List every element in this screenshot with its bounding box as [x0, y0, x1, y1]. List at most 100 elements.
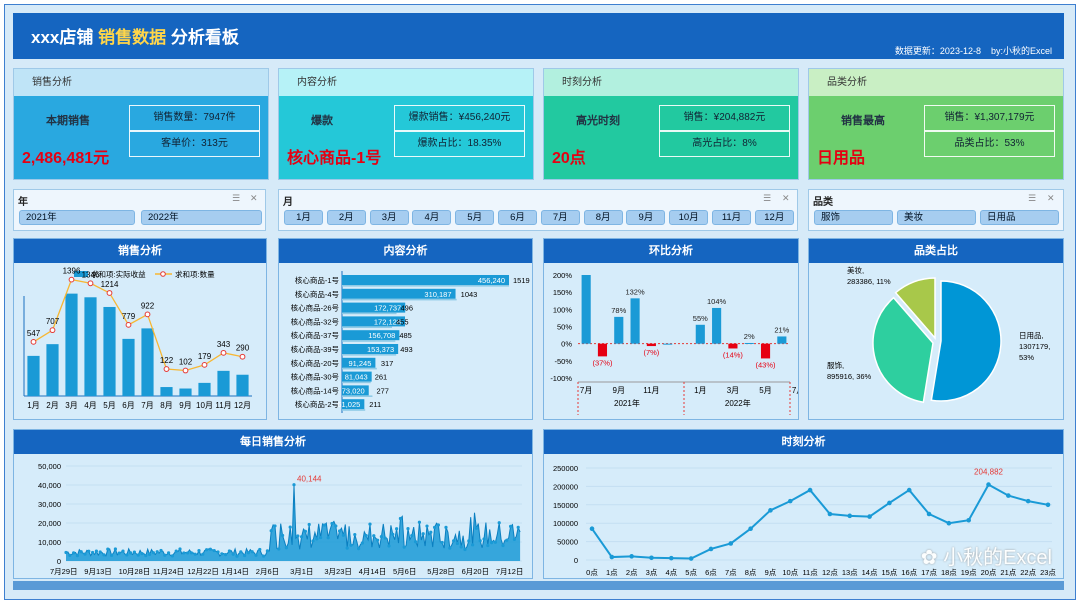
- line-point: [277, 547, 281, 551]
- data-label: 172,128: [374, 317, 401, 326]
- bar: [342, 344, 399, 354]
- bar: [46, 344, 59, 396]
- slicer-item-2021[interactable]: 2021年: [19, 210, 135, 225]
- slice-label: 美妆,: [847, 265, 864, 275]
- line-point: [144, 311, 151, 318]
- slicer-item-month-10[interactable]: 10月: [669, 210, 709, 225]
- x-tick-label: 16点: [901, 568, 917, 577]
- x-tick-label: 3月: [727, 386, 739, 395]
- line-point: [258, 547, 262, 552]
- kpi-detail-1: 销售数量：7947件: [129, 105, 260, 131]
- slice-label: 53%: [1019, 353, 1034, 362]
- data-label: 153,373: [367, 345, 394, 354]
- x-tick-label: 11月: [643, 386, 659, 395]
- kpi-detail-2: 爆款占比：18.35%: [394, 131, 525, 157]
- data-label: 456,240: [478, 276, 505, 285]
- line-point: [501, 543, 505, 548]
- x-tick-label: 7月29日: [50, 567, 78, 576]
- line-point: [649, 555, 654, 561]
- bar-secondary: [342, 312, 397, 315]
- multi-select-icon[interactable]: ☰: [1028, 193, 1037, 203]
- data-label: (7%): [643, 348, 659, 357]
- data-label: 707: [46, 317, 60, 326]
- line-point: [368, 522, 372, 526]
- y-tick-label: 30,000: [38, 500, 61, 509]
- slicer-item-month-7[interactable]: 7月: [540, 210, 580, 225]
- line-point: [688, 556, 694, 561]
- data-label: 922: [141, 301, 155, 310]
- line-point: [497, 521, 501, 525]
- kpi-title: 品类分析: [809, 69, 1063, 96]
- y-tick-label: 150%: [553, 288, 573, 297]
- bar-secondary: [342, 409, 366, 411]
- line-point: [159, 548, 163, 553]
- y-tick-label: 核心商品-30号: [291, 372, 339, 382]
- data-label-secondary: 1519: [513, 276, 530, 285]
- line-point: [728, 541, 734, 546]
- slicer-item-month-5[interactable]: 5月: [455, 210, 495, 225]
- line-point: [311, 539, 315, 543]
- line-point: [455, 541, 459, 546]
- line-point: [205, 548, 209, 552]
- slicer-item-month-8[interactable]: 8月: [583, 210, 623, 225]
- x-tick-label: 11点: [802, 568, 818, 577]
- y-tick-label: 150000: [553, 501, 578, 510]
- slicer-item-month-3[interactable]: 3月: [369, 210, 409, 225]
- slicer-item-month-11[interactable]: 11月: [712, 210, 751, 225]
- slicer-item-month-1[interactable]: 1月: [284, 210, 323, 225]
- slicer-item-month-12[interactable]: 12月: [754, 210, 794, 225]
- slicer-item-month-4[interactable]: 4月: [412, 210, 452, 225]
- line-point: [474, 526, 478, 530]
- data-label: 172,737: [374, 304, 401, 313]
- multi-select-icon[interactable]: ☰: [763, 193, 772, 203]
- line-point: [197, 549, 201, 553]
- x-tick-label: 22点: [1020, 568, 1036, 577]
- line-point: [326, 536, 330, 540]
- x-tick-label: 7月: [792, 386, 798, 395]
- line-point: [357, 546, 361, 551]
- line-point: [482, 537, 486, 541]
- x-tick-label: 17点: [921, 568, 937, 577]
- pie-slice: [894, 277, 936, 341]
- slicer-item-fushi[interactable]: 服饰: [814, 210, 893, 225]
- legend-bar-swatch: [74, 271, 88, 277]
- year-slicer[interactable]: 年 ☰ ✕ 2021年 2022年: [13, 189, 266, 231]
- multi-select-icon[interactable]: ☰: [232, 193, 241, 203]
- clear-filter-icon[interactable]: ✕: [250, 193, 258, 203]
- line-point: [787, 498, 793, 504]
- slice-label: 895916, 36%: [827, 372, 872, 381]
- slicer-item-month-2[interactable]: 2月: [326, 210, 366, 225]
- slicer-item-2022[interactable]: 2022年: [141, 210, 262, 225]
- legend-dot: [160, 271, 166, 277]
- data-label-secondary: 493: [400, 345, 413, 354]
- line-point: [493, 540, 497, 544]
- slicer-item-month-9[interactable]: 9月: [626, 210, 666, 225]
- line-point: [117, 551, 121, 555]
- clear-filter-icon[interactable]: ✕: [1047, 193, 1055, 203]
- x-tick-label: 9点: [765, 568, 777, 577]
- line-point: [64, 550, 68, 555]
- slicer-item-meizhuang[interactable]: 美妆: [897, 210, 976, 225]
- line-point: [1006, 493, 1011, 498]
- slicer-item-month-6[interactable]: 6月: [498, 210, 537, 225]
- line-point: [98, 550, 102, 554]
- data-label: 81,043: [345, 373, 368, 382]
- kpi-detail-2: 客单价：313元: [129, 131, 260, 157]
- kpi-card-1: 销售分析 本期销售 2,486,481元 销售数量：7947件 客单价：313元: [13, 68, 269, 180]
- y-tick-label: 核心商品-26号: [291, 303, 339, 313]
- data-label: (37%): [592, 358, 613, 367]
- month-slicer[interactable]: 月 ☰ ✕ 1月 2月 3月 4月 5月 6月 7月 8月 9月 10月 11月 12月: [278, 189, 798, 231]
- bar: [342, 385, 369, 396]
- line-point: [227, 549, 231, 553]
- y-tick-label: 核心商品-20号: [291, 358, 339, 368]
- category-slicer[interactable]: 品类 ☰ ✕ 服饰 美妆 日用品: [808, 189, 1064, 231]
- x-tick-label: 1月: [27, 401, 39, 410]
- clear-filter-icon[interactable]: ✕: [782, 193, 790, 203]
- hourly-panel: 时刻分析 250000 200000 150000 100000 50000 0 0点 1点 2…: [543, 429, 1064, 579]
- slicer-item-riyongpin[interactable]: 日用品: [980, 210, 1059, 225]
- bar: [122, 338, 135, 396]
- line-point: [505, 538, 509, 542]
- x-tick-label: 12月22日: [187, 567, 219, 576]
- line-point: [273, 524, 277, 528]
- line-point: [319, 535, 323, 540]
